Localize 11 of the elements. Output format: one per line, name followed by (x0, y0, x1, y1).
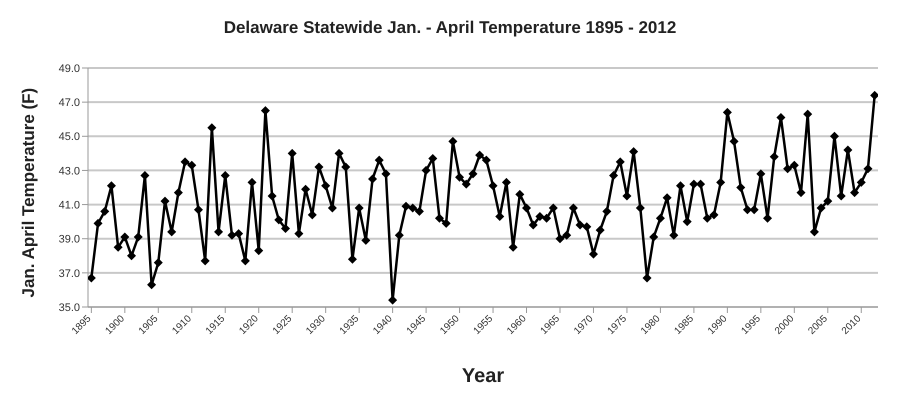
chart-title: Delaware Statewide Jan. - April Temperature 1895 - 2012 (222, 17, 678, 39)
y-tick-label: 39.0 (58, 234, 80, 246)
y-tick-label: 35.0 (58, 302, 80, 314)
y-tick-label: 43.0 (58, 165, 80, 178)
y-tick-label: 41.0 (58, 199, 80, 212)
y-tick-label: 45.0 (58, 131, 80, 144)
y-tick-label: 49.0 (58, 62, 80, 75)
x-axis-title: Year (462, 365, 504, 387)
y-tick-label: 37.0 (58, 268, 80, 280)
y-axis-title: Jan. April Temperature (F) (19, 88, 38, 298)
y-tick-label: 47.0 (58, 97, 80, 110)
